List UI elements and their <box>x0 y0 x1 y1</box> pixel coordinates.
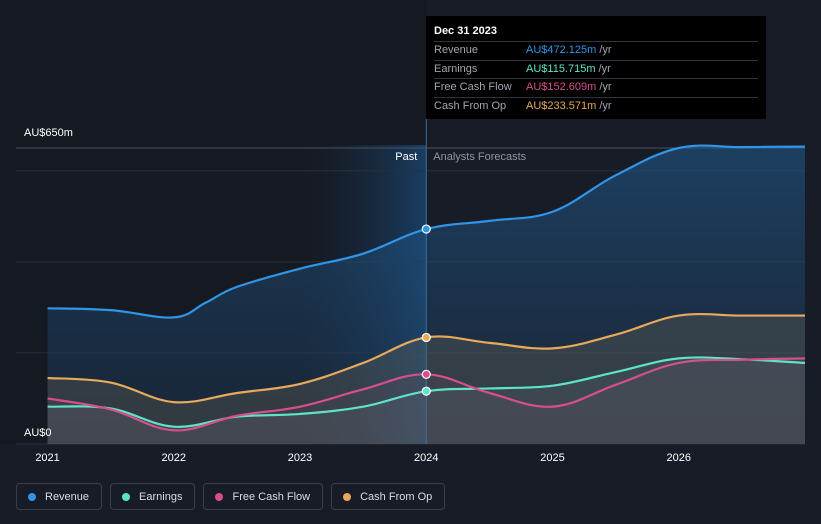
line-revenue <box>47 144 806 319</box>
tooltip-row-revenue: Revenue AU$472.125m /yr <box>434 41 758 60</box>
legend: Revenue Earnings Free Cash Flow Cash Fro… <box>16 483 446 510</box>
legend-item-free-cash-flow[interactable]: Free Cash Flow <box>203 483 324 510</box>
tooltip-value: AU$472.125m <box>526 44 597 56</box>
legend-dot-icon <box>215 492 224 501</box>
x-tick-label: 2026 <box>667 452 691 464</box>
tooltip-unit: /yr <box>599 44 612 56</box>
tooltip-row-earnings: Earnings AU$115.715m /yr <box>434 59 758 79</box>
tooltip-label: Free Cash Flow <box>434 81 512 93</box>
chart: AU$650m AU$0 Past Analysts Forecasts 202… <box>16 119 806 464</box>
legend-item-cash-from-op[interactable]: Cash From Op <box>331 483 446 510</box>
forecast-label: Analysts Forecasts <box>433 151 526 163</box>
marker-free-cash-flow <box>421 369 431 379</box>
marker-revenue <box>421 224 431 234</box>
legend-dot-icon <box>122 492 131 501</box>
x-tick-label: 2025 <box>540 452 564 464</box>
x-tick-label: 2023 <box>288 452 312 464</box>
x-tick-label: 2021 <box>35 452 59 464</box>
tooltip-label: Revenue <box>434 44 479 56</box>
tooltip-value: AU$152.609m <box>526 81 597 93</box>
tooltip: Dec 31 2023 Revenue AU$472.125m /yr Earn… <box>426 16 766 119</box>
legend-item-revenue[interactable]: Revenue <box>16 483 103 510</box>
tooltip-value: AU$233.571m <box>526 99 597 112</box>
marker-earnings <box>421 386 431 396</box>
series-markers <box>421 224 431 396</box>
legend-item-earnings[interactable]: Earnings <box>110 483 196 510</box>
past-label: Past <box>395 151 417 163</box>
x-tick-label: 2024 <box>414 452 438 464</box>
tooltip-unit: /yr <box>598 62 611 75</box>
legend-dot-icon <box>28 492 36 501</box>
x-tick-label: 2022 <box>162 452 186 464</box>
x-axis-ticks: 2021 2022 2023 2024 2025 2026 <box>35 452 691 464</box>
legend-dot-icon <box>343 492 352 501</box>
y-axis-label-top: AU$650m <box>24 127 73 139</box>
legend-label: Revenue <box>45 490 90 503</box>
tooltip-row-free-cash-flow: Free Cash Flow AU$152.609m /yr <box>434 78 758 97</box>
tooltip-value: AU$115.715m <box>526 62 596 75</box>
tooltip-row-cash-from-op: Cash From Op AU$233.571m /yr <box>434 96 758 116</box>
tooltip-unit: /yr <box>599 99 612 112</box>
y-axis-label-bottom: AU$0 <box>24 427 52 439</box>
tooltip-date: Dec 31 2023 <box>434 25 497 37</box>
marker-cash-from-op <box>421 332 431 343</box>
legend-label: Earnings <box>139 490 183 503</box>
legend-label: Free Cash Flow <box>232 490 311 503</box>
tooltip-label: Cash From Op <box>434 99 507 112</box>
tooltip-label: Earnings <box>434 62 478 75</box>
legend-label: Cash From Op <box>360 490 433 503</box>
tooltip-unit: /yr <box>599 81 612 93</box>
